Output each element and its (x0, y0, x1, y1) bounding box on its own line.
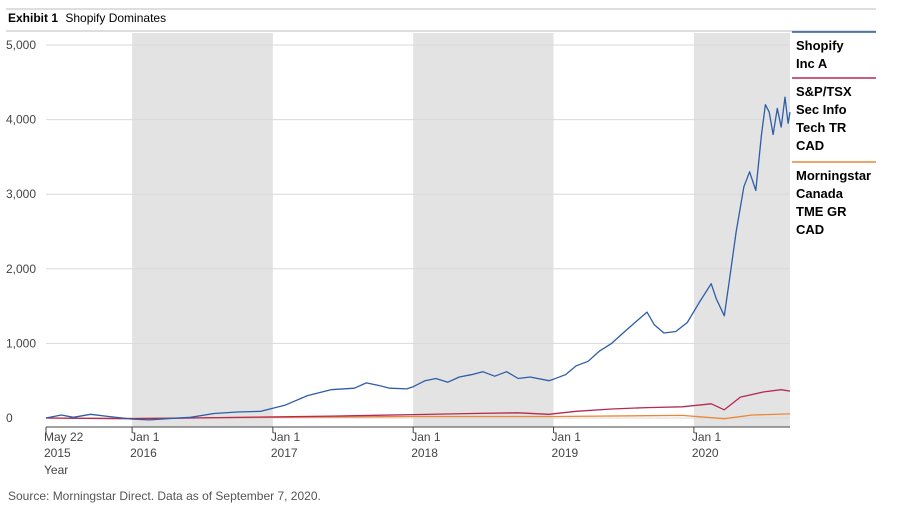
legend-ms-line3: TME GR (796, 204, 847, 219)
x-tick-year: 2019 (552, 446, 579, 460)
year-shading (132, 33, 790, 427)
shaded-year-band-1 (413, 33, 554, 427)
x-tick-label: May 22 (44, 430, 84, 444)
y-tick-label: 1,000 (6, 336, 36, 350)
y-tick-label: 3,000 (6, 187, 36, 201)
legend-ms-line4: CAD (796, 222, 824, 237)
legend-ms-line1: Morningstar (796, 168, 871, 183)
legend-tsx-line1: S&P/TSX (796, 84, 852, 99)
gridlines: 0 1,000 2,000 3,000 4,000 5,000 (6, 38, 790, 425)
y-tick-label: 4,000 (6, 113, 36, 127)
x-tick-label: Jan 1 (271, 430, 301, 444)
legend-label-tsx: S&P/TSX Sec Info Tech TR CAD (796, 84, 855, 153)
legend-label-shopify: Shopify Inc A (796, 38, 847, 71)
legend-ms-line2: Canada (796, 186, 844, 201)
legend-tsx-line2: Sec Info (796, 102, 847, 117)
shaded-year-band-2 (693, 33, 790, 427)
exhibit-title: Shopify Dominates (65, 11, 166, 25)
shaded-year-band-0 (132, 33, 273, 427)
x-tick-label: Jan 1 (130, 430, 160, 444)
y-tick-label: 5,000 (6, 38, 36, 52)
x-tick-label: Jan 1 (411, 430, 441, 444)
y-tick-label: 2,000 (6, 262, 36, 276)
legend-tsx-line3: Tech TR (796, 120, 847, 135)
x-tick-year: 2018 (411, 446, 438, 460)
x-tick-year: 2017 (271, 446, 298, 460)
x-axis-unit-label: Year (44, 463, 68, 477)
exhibit-label: Exhibit 1 (8, 11, 58, 25)
x-tick-label: Jan 1 (692, 430, 722, 444)
legend-label-morningstar: Morningstar Canada TME GR CAD (796, 168, 875, 237)
x-tick-label: Jan 1 (552, 430, 582, 444)
exhibit-heading: Exhibit 1 Shopify Dominates (8, 11, 166, 25)
legend: Shopify Inc A S&P/TSX Sec Info Tech TR C… (792, 31, 876, 237)
series-line-0 (45, 96, 791, 421)
series-line-1 (45, 389, 791, 420)
series-lines (45, 96, 791, 421)
y-tick-label: 0 (6, 411, 13, 425)
x-tick-year: 2020 (692, 446, 719, 460)
legend-shopify-line1: Shopify (796, 38, 844, 53)
x-tick-year: 2015 (44, 446, 71, 460)
x-tick-year: 2016 (130, 446, 157, 460)
source-note: Source: Morningstar Direct. Data as of S… (8, 489, 321, 503)
legend-shopify-line2: Inc A (796, 56, 828, 71)
axes: May 22 2015 Year Jan 1 2016 Jan 1 2017 Jan 1 201… (44, 426, 790, 477)
legend-tsx-line4: CAD (796, 138, 824, 153)
